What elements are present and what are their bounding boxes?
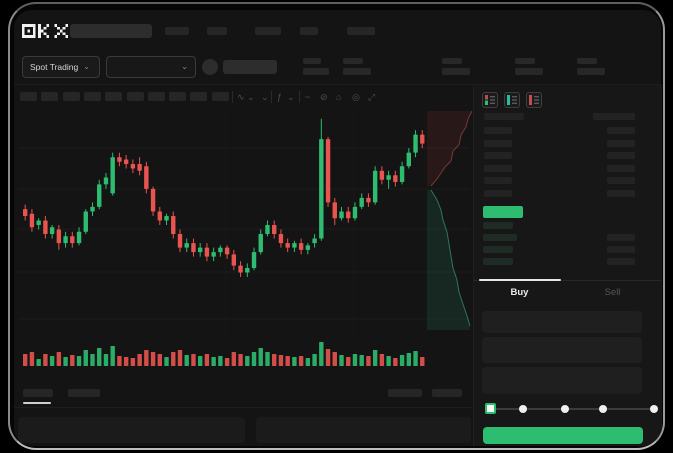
chart-style-chevron-icon[interactable]: ⌄ [247, 92, 255, 102]
stat-2-value-placeholder [343, 68, 371, 75]
measure-icon[interactable]: ⊘ [320, 92, 328, 102]
order-input-3[interactable] [482, 367, 642, 394]
market-type-dropdown[interactable]: Spot Trading ⌄ [22, 56, 100, 78]
timeframe-9-placeholder[interactable] [190, 92, 208, 101]
timeframe-10-placeholder[interactable] [211, 92, 229, 101]
bottom-active-tab-underline [23, 402, 51, 404]
bid-row-2-amount-placeholder [607, 234, 635, 241]
ask-row-6-price-placeholder [484, 190, 512, 197]
tab-buy[interactable]: Buy [473, 283, 566, 303]
bottom-control-2[interactable] [432, 389, 462, 397]
orderbook-header-amount-placeholder [593, 113, 635, 120]
tabbar-divider [473, 280, 661, 281]
amount-slider-track[interactable] [490, 408, 655, 410]
device-screen: Spot Trading ⌄ ⌄ ∿ ⌄ ⌄ ƒ ⌄ ~ ⊘ ⌂ ◎ ⤢ Buy Sell [8, 2, 665, 450]
ask-row-5-amount-placeholder [607, 177, 635, 184]
active-tab-indicator [479, 279, 561, 281]
sell-tab-label: Sell [604, 287, 621, 298]
nav-item-4-placeholder[interactable] [300, 27, 318, 35]
stat-2-label-placeholder [343, 58, 363, 64]
bid-row-2-price-placeholder [483, 234, 517, 241]
coin-avatar [202, 59, 218, 75]
stat-4-value-placeholder [515, 68, 543, 75]
bottom-tab-1[interactable] [23, 389, 53, 397]
bottom-divider [14, 407, 472, 408]
book-bids-only-icon[interactable] [504, 92, 520, 108]
ask-row-1-price-placeholder [484, 127, 512, 134]
ask-row-5-price-placeholder [484, 177, 512, 184]
header-divider [14, 84, 661, 85]
timeframe-5-placeholder[interactable] [105, 92, 123, 101]
indicators-icon[interactable]: ƒ [277, 92, 283, 102]
stat-1-label-placeholder [303, 58, 321, 64]
bid-row-4-amount-placeholder [607, 258, 635, 265]
ask-row-4-price-placeholder [484, 165, 512, 172]
bid-row-3-price-placeholder [483, 246, 513, 253]
bottom-tab-2[interactable] [68, 389, 100, 397]
ask-row-2-amount-placeholder [607, 140, 635, 147]
slider-stop-3[interactable] [598, 405, 607, 413]
nav-item-3-placeholder[interactable] [255, 27, 281, 35]
buy-tab-label: Buy [510, 287, 529, 298]
nav-item-1-placeholder[interactable] [165, 27, 189, 35]
okx-logo [22, 24, 68, 38]
ask-row-2-price-placeholder [484, 140, 512, 147]
slider-stop-4[interactable] [650, 405, 658, 413]
camera-icon[interactable]: ⌂ [336, 92, 342, 102]
buy-button[interactable] [483, 427, 643, 444]
timeframe-3-placeholder[interactable] [62, 92, 80, 101]
bid-row-1-price-placeholder [483, 222, 513, 229]
timeframe-6-placeholder[interactable] [126, 92, 144, 101]
toolbar-divider [232, 91, 233, 103]
stat-3-value-placeholder [442, 68, 470, 75]
pair-selector-dropdown[interactable]: ⌄ [106, 56, 196, 78]
ask-row-4-amount-placeholder [607, 165, 635, 172]
toolbar-divider [299, 91, 300, 103]
slider-stop-1[interactable] [518, 405, 527, 413]
timeframe-7-placeholder[interactable] [147, 92, 165, 101]
stat-1-value-placeholder [303, 68, 329, 75]
order-input-2[interactable] [482, 337, 642, 363]
nav-item-2-placeholder[interactable] [207, 27, 227, 35]
timeframe-2-placeholder[interactable] [41, 92, 59, 101]
search-placeholder[interactable] [70, 24, 152, 38]
fullscreen-icon[interactable]: ⤢ [368, 92, 376, 102]
chart-style-icon[interactable]: ∿ [237, 92, 245, 102]
stat-5-value-placeholder [577, 68, 605, 75]
indicators-chevron-icon[interactable]: ⌄ [287, 92, 295, 102]
stat-4-label-placeholder [515, 58, 535, 64]
last-price-bar [483, 206, 523, 218]
slider-handle[interactable] [484, 403, 496, 414]
bid-row-4-price-placeholder [483, 258, 513, 265]
bottom-panel-1 [18, 417, 245, 443]
slider-stop-2[interactable] [560, 405, 569, 413]
line-tool-icon[interactable]: ~ [305, 92, 311, 102]
compare-chevron-icon[interactable]: ⌄ [261, 92, 269, 102]
chevron-down-icon: ⌄ [83, 62, 90, 71]
orderbook-header-price-placeholder [484, 113, 524, 120]
pair-name-placeholder [223, 60, 277, 74]
ask-row-3-price-placeholder [484, 152, 512, 159]
timeframe-4-placeholder[interactable] [83, 92, 101, 101]
timeframe-8-placeholder[interactable] [169, 92, 187, 101]
order-input-1[interactable] [482, 311, 642, 333]
timeframe-1-placeholder[interactable] [20, 92, 37, 101]
book-asks-only-icon[interactable] [526, 92, 542, 108]
book-combined-icon[interactable] [482, 92, 498, 108]
ask-row-3-amount-placeholder [607, 152, 635, 159]
stat-5-label-placeholder [577, 58, 597, 64]
market-type-label: Spot Trading [30, 62, 79, 72]
chevron-down-icon: ⌄ [181, 62, 188, 71]
tab-sell[interactable]: Sell [566, 283, 659, 303]
bid-row-3-amount-placeholder [607, 246, 635, 253]
ask-row-1-amount-placeholder [607, 127, 635, 134]
ask-row-6-amount-placeholder [607, 190, 635, 197]
bottom-control-1[interactable] [388, 389, 422, 397]
nav-item-5-placeholder[interactable] [347, 27, 375, 35]
settings-icon[interactable]: ◎ [352, 92, 360, 102]
toolbar-divider [271, 91, 272, 103]
stat-3-label-placeholder [442, 58, 462, 64]
bottom-panel-2 [256, 417, 471, 443]
